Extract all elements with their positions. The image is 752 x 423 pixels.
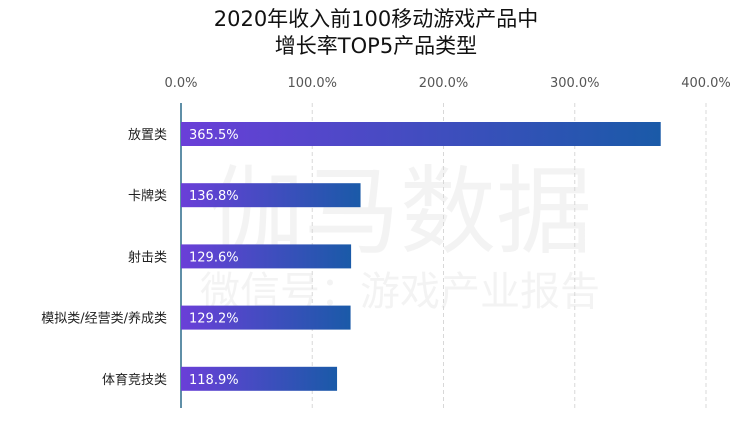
bar bbox=[181, 305, 351, 330]
bar-data-label: 118.9% bbox=[189, 373, 239, 388]
bar-data-label: 365.5% bbox=[189, 128, 239, 143]
bar-data-label: 136.8% bbox=[189, 189, 239, 204]
category-label: 卡牌类 bbox=[128, 188, 167, 204]
x-tick-label: 400.0% bbox=[681, 76, 731, 91]
chart-title: 2020年收入前100移动游戏产品中 增长率TOP5产品类型 bbox=[0, 6, 752, 60]
bar bbox=[181, 183, 361, 208]
bar-data-label: 129.6% bbox=[189, 250, 239, 265]
category-label: 体育竞技类 bbox=[102, 372, 167, 388]
x-tick-label: 0.0% bbox=[164, 76, 197, 91]
category-label: 模拟类/经营类/养成类 bbox=[41, 311, 167, 327]
bar-data-label: 129.2% bbox=[189, 312, 239, 327]
bar bbox=[181, 122, 661, 146]
category-label: 射击类 bbox=[128, 249, 167, 265]
x-tick-label: 300.0% bbox=[550, 76, 600, 91]
chart-title-line-1: 2020年收入前100移动游戏产品中 bbox=[213, 7, 539, 31]
watermark: 伽马数据 微信号：游戏产业报告 bbox=[200, 156, 600, 315]
category-label: 放置类 bbox=[128, 128, 167, 143]
x-tick-label: 100.0% bbox=[287, 76, 337, 91]
bar bbox=[181, 244, 352, 269]
bar bbox=[181, 366, 338, 391]
x-tick-label: 200.0% bbox=[419, 76, 469, 91]
chart-title-line-2: 增长率TOP5产品类型 bbox=[274, 34, 478, 58]
